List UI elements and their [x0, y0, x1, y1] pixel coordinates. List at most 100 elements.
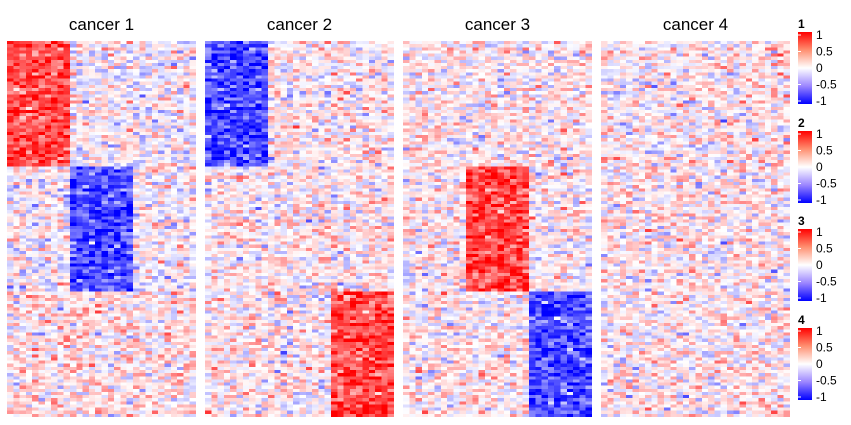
heatmap-cell	[44, 200, 52, 205]
heatmap-cell	[114, 370, 121, 374]
heatmap-cell	[44, 282, 52, 286]
heatmap-cell	[151, 385, 159, 389]
heatmap-cell	[7, 341, 14, 346]
heatmap-cell	[70, 191, 77, 195]
heatmap-cell	[211, 94, 218, 98]
heatmap-cell	[145, 94, 153, 98]
heatmap-cell	[331, 178, 338, 183]
heatmap-cell	[170, 351, 178, 355]
heatmap-cell	[189, 119, 197, 123]
heatmap-cell	[126, 163, 134, 167]
heatmap-cell	[51, 376, 58, 380]
heatmap-cell	[133, 335, 140, 339]
heatmap-cell	[7, 250, 14, 255]
heatmap-cell	[57, 169, 64, 173]
heatmap-cell	[88, 182, 96, 186]
heatmap-cell	[164, 382, 171, 386]
heatmap-cell	[120, 229, 127, 233]
heatmap-cell	[63, 326, 71, 330]
heatmap-cell	[177, 269, 184, 274]
heatmap-cell	[164, 172, 171, 176]
heatmap-cell	[88, 50, 96, 54]
heatmap-cell	[170, 225, 178, 230]
heatmap-cell	[7, 88, 14, 92]
heatmap-cell	[126, 269, 134, 274]
heatmap-cell	[25, 323, 33, 327]
heatmap-cell	[343, 53, 351, 57]
heatmap-cell	[25, 75, 33, 79]
heatmap-cell	[70, 144, 77, 148]
heatmap-cell	[57, 47, 64, 51]
heatmap-cell	[95, 398, 102, 402]
heatmap-cell	[151, 100, 159, 104]
heatmap-cell	[114, 100, 121, 104]
heatmap-cell	[170, 182, 178, 186]
heatmap-cell	[7, 266, 14, 270]
heatmap-cell	[101, 373, 108, 377]
heatmap-cell	[189, 232, 197, 236]
heatmap-cell	[158, 131, 165, 136]
heatmap-cell	[261, 138, 269, 142]
heatmap-cell	[63, 285, 71, 289]
heatmap-cell	[242, 41, 250, 45]
heatmap-cell	[164, 225, 171, 230]
heatmap-cell	[25, 316, 33, 321]
heatmap-cell	[107, 81, 115, 86]
heatmap-cell	[133, 279, 140, 283]
heatmap-cell	[362, 119, 369, 123]
heatmap-cell	[82, 250, 90, 255]
heatmap-cell	[51, 41, 58, 45]
heatmap-cell	[343, 131, 351, 136]
heatmap-cell	[7, 59, 14, 64]
heatmap-cell	[133, 247, 140, 252]
heatmap-cell	[223, 128, 231, 133]
heatmap-cell	[38, 197, 45, 201]
heatmap-cell	[101, 75, 108, 79]
heatmap-cell	[51, 207, 58, 211]
heatmap-cell	[95, 257, 102, 261]
heatmap-cell	[114, 348, 121, 352]
heatmap-cell	[261, 106, 269, 111]
heatmap-cell	[164, 391, 171, 396]
heatmap-cell	[331, 122, 338, 126]
heatmap-cell	[133, 254, 140, 258]
heatmap-cell	[126, 326, 134, 330]
heatmap-cell	[312, 50, 319, 54]
heatmap-cell	[114, 319, 121, 324]
heatmap-cell	[25, 197, 33, 201]
heatmap-cell	[261, 128, 269, 133]
heatmap-cell	[120, 310, 127, 314]
heatmap-cell	[205, 47, 212, 51]
heatmap-cell	[82, 166, 90, 170]
heatmap-cell	[387, 131, 395, 136]
heatmap-cell	[164, 194, 171, 198]
heatmap-cell	[205, 106, 212, 111]
heatmap-cell	[57, 78, 64, 82]
heatmap-cell	[88, 382, 96, 386]
heatmap-cell	[38, 341, 45, 346]
heatmap-cell	[107, 119, 115, 123]
heatmap-cell	[19, 398, 27, 402]
heatmap-cell	[101, 225, 108, 230]
heatmap-cell	[189, 59, 197, 64]
heatmap-cell	[44, 348, 52, 352]
heatmap-cell	[25, 376, 33, 380]
heatmap-cell	[331, 62, 338, 67]
heatmap-cell	[133, 235, 140, 239]
heatmap-cell	[375, 125, 382, 129]
heatmap-cell	[95, 125, 102, 129]
heatmap-cell	[107, 116, 115, 120]
heatmap-cell	[44, 113, 52, 117]
heatmap-cell	[381, 62, 388, 67]
heatmap-cell	[158, 210, 165, 214]
heatmap-cell	[70, 197, 77, 201]
heatmap-cell	[274, 94, 281, 98]
heatmap-cell	[51, 282, 58, 286]
heatmap-cell	[32, 166, 39, 170]
heatmap-cell	[387, 75, 395, 79]
heatmap-cell	[158, 188, 165, 192]
heatmap-cell	[44, 360, 52, 364]
heatmap-cell	[19, 156, 27, 161]
heatmap-cell	[151, 213, 159, 217]
heatmap-cell	[13, 178, 20, 183]
